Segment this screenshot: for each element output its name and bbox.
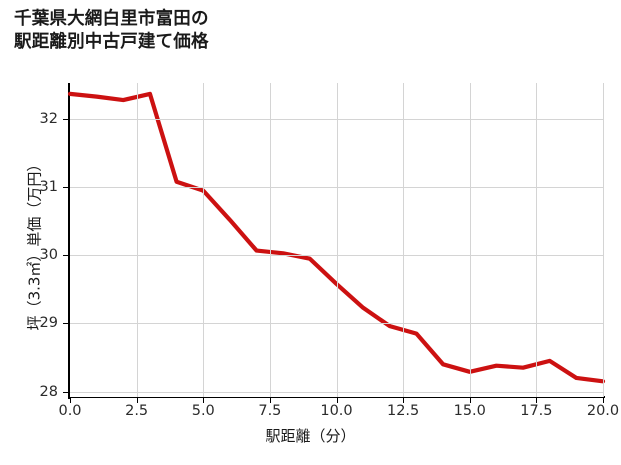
x-tick-mark	[203, 398, 205, 403]
y-tick-mark	[63, 119, 69, 121]
gridline-vertical	[469, 83, 471, 397]
gridline-vertical	[536, 83, 538, 397]
gridline-vertical	[269, 83, 271, 397]
x-tick-mark	[136, 398, 138, 403]
y-tick-label: 31	[39, 179, 58, 196]
x-tick-label: 15.0	[453, 403, 486, 419]
gridline-vertical	[336, 83, 338, 397]
x-tick-mark	[536, 398, 538, 403]
x-tick-label: 10.0	[320, 403, 353, 419]
x-tick-label: 7.5	[258, 403, 282, 419]
x-tick-label: 17.5	[520, 403, 553, 419]
y-tick-mark	[63, 323, 69, 325]
y-tick-mark	[63, 255, 69, 257]
y-axis-label: 坪（3.3㎡）単価（万円）	[25, 156, 44, 331]
x-tick-mark	[403, 398, 405, 403]
plot-area	[67, 83, 606, 397]
gridline-vertical	[403, 83, 405, 397]
y-tick-label: 30	[39, 247, 58, 264]
x-axis-label: 駅距離（分）	[265, 427, 356, 445]
y-axis-spine	[68, 83, 70, 399]
x-tick-mark	[336, 398, 338, 403]
y-tick-label: 32	[39, 111, 58, 128]
x-tick-mark	[70, 398, 71, 403]
x-tick-mark	[603, 398, 604, 403]
gridline-vertical	[603, 83, 604, 397]
y-tick-mark	[63, 187, 69, 189]
y-tick-mark	[63, 391, 69, 393]
x-tick-label: 20.0	[586, 403, 620, 419]
x-tick-mark	[469, 398, 471, 403]
x-axis-spine	[68, 396, 605, 398]
y-tick-label: 29	[39, 315, 58, 332]
gridline-vertical	[203, 83, 205, 397]
x-tick-label: 2.5	[125, 403, 149, 419]
x-tick-label: 12.5	[386, 403, 420, 419]
x-tick-mark	[269, 398, 271, 403]
gridline-vertical	[136, 83, 138, 397]
x-tick-label: 0.0	[58, 403, 82, 419]
y-tick-label: 28	[39, 383, 58, 400]
x-tick-label: 5.0	[191, 403, 215, 419]
page-title: 千葉県大網白里市富田の 駅距離別中古戸建て価格	[14, 9, 209, 53]
